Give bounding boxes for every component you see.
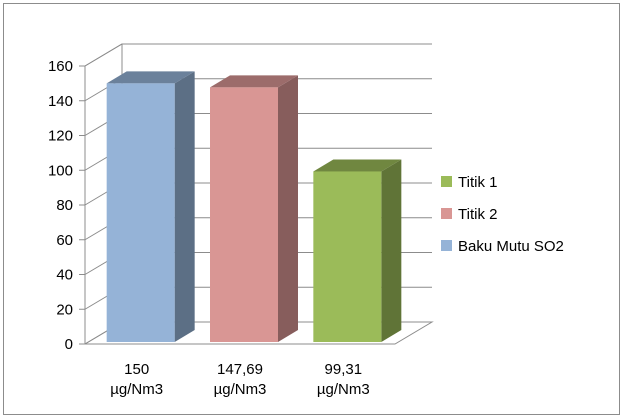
legend-swatch (441, 176, 452, 187)
bar-front (210, 87, 278, 342)
x-tick-label: µg/Nm3 (317, 381, 370, 398)
legend-swatch (441, 240, 452, 251)
y-tick-label: 160 (48, 58, 73, 75)
x-tick-label: 150 (124, 361, 149, 378)
legend-swatch (441, 208, 452, 219)
bars (106, 71, 402, 343)
y-tick-label: 60 (56, 232, 73, 249)
legend-label: Titik 1 (458, 174, 497, 191)
y-tick-label: 120 (48, 128, 73, 145)
chart-area (3, 3, 620, 415)
legend-label: Baku Mutu SO2 (458, 238, 564, 255)
y-tick-label: 80 (56, 197, 73, 214)
bar-top (210, 75, 298, 88)
bar-front (106, 83, 175, 342)
bar (106, 71, 195, 342)
x-tick-label: 147,69 (217, 361, 263, 378)
bar-side (174, 71, 195, 342)
gridline (84, 43, 432, 67)
y-axis-ticks: 0 20 40 60 80 100 120 140 160 (48, 58, 86, 353)
y-tick-label: 100 (48, 162, 73, 179)
x-tick-label: µg/Nm3 (110, 381, 163, 398)
bar-side (381, 159, 402, 342)
bar-side (278, 75, 298, 343)
legend-label: Titik 2 (458, 206, 497, 223)
x-tick-label: µg/Nm3 (214, 381, 267, 398)
y-tick-label: 140 (48, 93, 73, 110)
y-tick-label: 0 (65, 336, 73, 353)
bar-top (313, 159, 402, 172)
x-axis-labels: 150 µg/Nm3 147,69 µg/Nm3 99,31 µg/Nm3 (110, 361, 369, 398)
bar (313, 159, 402, 342)
bar (210, 75, 298, 343)
y-tick-label: 40 (56, 267, 73, 284)
y-tick-label: 20 (56, 301, 73, 318)
bar-front (313, 171, 382, 342)
legend: Titik 1 Titik 2 Baku Mutu SO2 (441, 174, 564, 255)
bar-top (106, 71, 195, 84)
x-tick-label: 99,31 (325, 361, 363, 378)
